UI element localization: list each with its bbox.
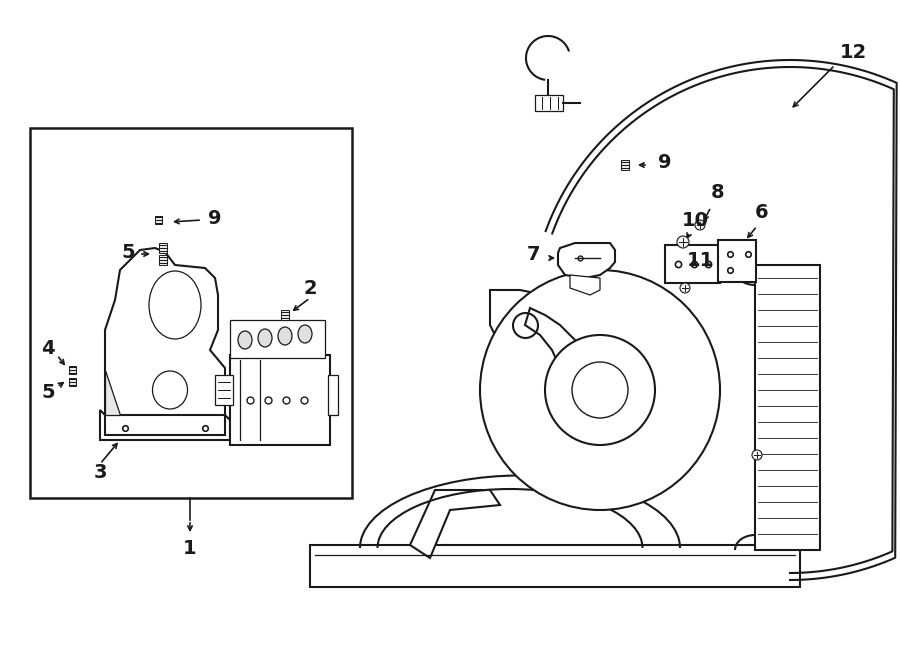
Circle shape [572,362,628,418]
Text: 9: 9 [658,153,671,173]
Text: 5: 5 [122,243,135,262]
Bar [215,375,233,405]
Bar [230,320,325,358]
Text: 6: 6 [755,204,769,223]
Bar [665,245,720,283]
Text: 7: 7 [527,245,541,264]
Bar [230,355,330,445]
Text: 4: 4 [41,338,55,358]
Bar [281,310,289,320]
Polygon shape [410,490,500,558]
Polygon shape [100,410,230,440]
Circle shape [677,236,689,248]
Ellipse shape [238,331,252,349]
Bar [328,375,338,415]
Circle shape [545,335,655,445]
Polygon shape [558,243,615,278]
Bar [755,265,820,550]
Text: 11: 11 [687,251,714,270]
Ellipse shape [149,271,201,339]
Bar [68,366,76,374]
Polygon shape [570,275,600,295]
Text: 3: 3 [94,463,107,481]
Ellipse shape [278,327,292,345]
Ellipse shape [152,371,187,409]
Circle shape [752,450,762,460]
Ellipse shape [298,325,312,343]
Text: 10: 10 [681,210,708,229]
Bar [155,215,161,224]
Text: 5: 5 [41,383,55,401]
Polygon shape [105,248,225,415]
Bar [159,243,167,253]
Polygon shape [490,382,560,440]
Bar [621,160,629,170]
Bar [310,545,800,587]
Bar [30,128,352,498]
Circle shape [695,220,705,230]
Bar [535,95,563,111]
Bar [68,378,76,386]
Text: 12: 12 [840,42,867,61]
Polygon shape [105,370,120,415]
Circle shape [680,283,690,293]
Text: 9: 9 [208,208,221,227]
Text: 8: 8 [711,184,724,202]
Text: 1: 1 [184,539,197,557]
Text: 2: 2 [303,278,317,297]
Polygon shape [490,290,565,355]
Ellipse shape [258,329,272,347]
Circle shape [480,270,720,510]
Bar [159,255,167,265]
Bar [718,240,756,282]
Polygon shape [525,308,595,388]
